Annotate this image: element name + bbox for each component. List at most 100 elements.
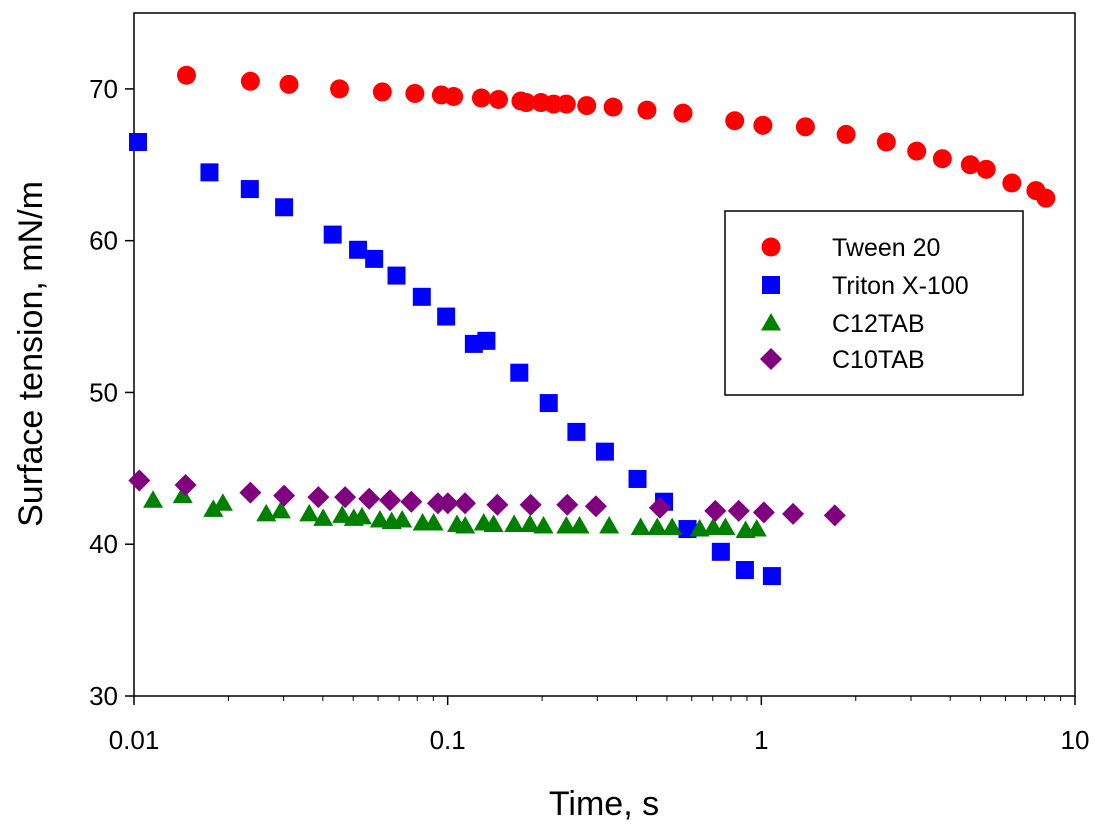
data-point — [307, 486, 330, 509]
data-point — [762, 567, 781, 586]
data-point — [1002, 173, 1022, 193]
data-point — [143, 490, 164, 508]
data-point — [239, 481, 262, 504]
data-point — [369, 509, 390, 528]
y-tick-label: 30 — [89, 681, 118, 711]
data-point — [400, 490, 423, 513]
data-point — [753, 115, 773, 135]
y-axis: 30 40 50 60 70 — [89, 74, 134, 711]
legend-label-triton-x-100: Triton X-100 — [832, 272, 969, 300]
data-point — [392, 509, 413, 528]
data-point — [782, 502, 805, 525]
data-point — [689, 519, 710, 537]
data-point — [477, 331, 496, 350]
data-point — [715, 517, 736, 536]
x-axis-title: Time, s — [549, 785, 659, 823]
data-point — [240, 71, 260, 91]
data-point — [519, 514, 540, 532]
data-point — [1036, 188, 1056, 208]
data-point — [504, 514, 525, 532]
data-point — [372, 82, 392, 102]
data-point — [795, 117, 815, 137]
data-point — [584, 495, 607, 518]
data-point — [128, 469, 151, 492]
data-point — [174, 474, 197, 497]
data-point — [727, 499, 750, 522]
data-point — [599, 516, 620, 534]
legend-marker-tween-20 — [761, 237, 781, 257]
data-point — [519, 493, 542, 516]
data-point — [212, 493, 233, 511]
data-point — [387, 266, 406, 285]
data-point — [647, 517, 668, 536]
data-point — [662, 517, 683, 536]
data-point — [483, 514, 504, 532]
y-tick-label: 40 — [89, 529, 118, 559]
data-point — [704, 499, 727, 522]
data-point — [569, 516, 590, 534]
data-point — [637, 100, 657, 120]
data-point — [329, 79, 349, 99]
data-point — [539, 394, 558, 413]
data-point — [323, 225, 342, 244]
data-point — [711, 542, 730, 561]
data-point — [488, 90, 508, 110]
data-point — [630, 517, 651, 536]
data-point — [379, 489, 402, 512]
x-tick-label: 0.01 — [109, 725, 160, 755]
data-point — [203, 499, 224, 517]
data-point — [648, 496, 671, 519]
series-tween-20 — [176, 65, 1056, 208]
data-point — [423, 512, 444, 531]
data-point — [595, 442, 614, 461]
data-point — [332, 505, 353, 523]
data-point — [960, 155, 980, 175]
data-point — [172, 485, 193, 504]
data-point — [200, 163, 219, 182]
legend: Tween 20 Triton X-100 C12TAB C10TAB — [724, 210, 1024, 396]
data-point — [334, 486, 357, 509]
data-point — [358, 487, 381, 510]
y-axis-title: Surface tension, mN/m — [12, 181, 50, 527]
y-tick-label: 50 — [89, 377, 118, 407]
data-point — [556, 493, 579, 516]
data-point — [240, 180, 259, 199]
data-point — [510, 363, 529, 382]
x-axis: 0.01 0.1 1 10 — [109, 696, 1089, 755]
data-point — [444, 86, 464, 106]
data-point — [932, 149, 952, 169]
x-tick-label: 0.1 — [430, 725, 466, 755]
series-triton-x-100 — [129, 133, 781, 586]
data-point — [279, 74, 299, 94]
plot-area — [133, 12, 1076, 697]
data-point — [176, 65, 196, 85]
data-point — [735, 561, 754, 580]
data-point — [256, 503, 277, 522]
legend-marker-c10tab — [760, 348, 782, 370]
data-point — [129, 133, 148, 152]
data-point — [567, 422, 586, 441]
data-layer — [128, 65, 1056, 586]
data-point — [486, 493, 509, 516]
data-point — [976, 159, 996, 179]
series-c12tab — [143, 485, 767, 539]
data-point — [365, 249, 384, 268]
data-point — [556, 94, 576, 114]
data-point — [313, 508, 334, 526]
data-point — [836, 124, 856, 144]
series-c10tab — [128, 469, 846, 527]
data-point — [437, 307, 456, 326]
data-point — [556, 516, 577, 534]
data-point — [628, 469, 647, 488]
data-point — [270, 500, 291, 519]
data-point — [436, 492, 459, 515]
data-point — [275, 198, 294, 217]
x-tick-label: 1 — [754, 725, 768, 755]
data-point — [876, 132, 896, 152]
data-point — [577, 96, 597, 116]
data-point — [603, 97, 623, 117]
legend-label-tween-20: Tween 20 — [832, 234, 940, 262]
data-point — [351, 506, 372, 525]
y-tick-label: 60 — [89, 226, 118, 256]
